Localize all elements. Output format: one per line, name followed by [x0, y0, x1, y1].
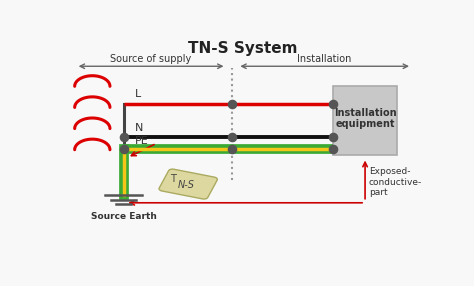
- FancyBboxPatch shape: [159, 169, 218, 199]
- FancyBboxPatch shape: [333, 86, 397, 156]
- Point: [228, 102, 236, 106]
- Point: [228, 146, 236, 151]
- Text: L: L: [135, 89, 141, 99]
- Point: [329, 146, 337, 151]
- Text: Installation: Installation: [298, 55, 352, 64]
- Text: Source Earth: Source Earth: [91, 212, 156, 221]
- Text: Exposed-
conductive-
part: Exposed- conductive- part: [369, 168, 422, 197]
- Text: PE: PE: [135, 136, 148, 146]
- Text: N-S: N-S: [178, 180, 195, 190]
- Point: [329, 102, 337, 106]
- Text: Installation
equipment: Installation equipment: [334, 108, 396, 129]
- Point: [228, 134, 236, 139]
- Text: T: T: [171, 174, 176, 184]
- Point: [120, 134, 128, 139]
- Text: N: N: [135, 124, 143, 133]
- Point: [120, 146, 128, 151]
- Text: TN-S System: TN-S System: [188, 41, 298, 56]
- Point: [329, 134, 337, 139]
- Text: Source of supply: Source of supply: [110, 55, 191, 64]
